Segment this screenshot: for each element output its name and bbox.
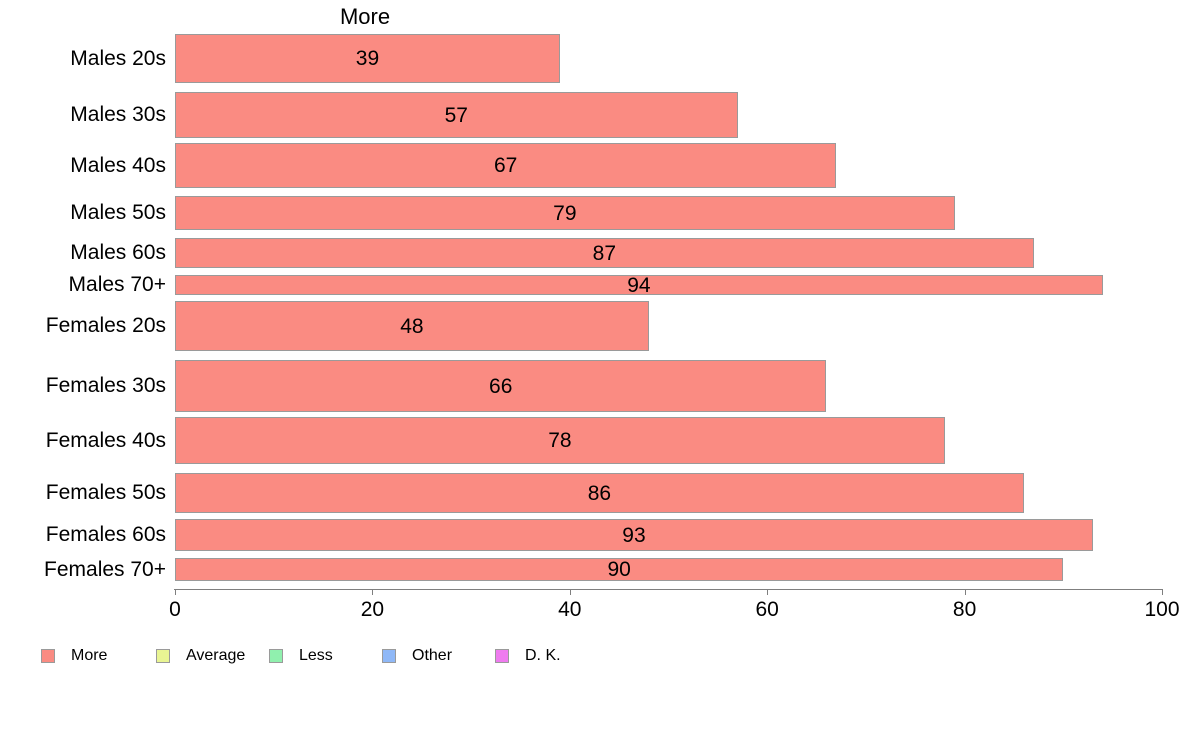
x-axis-tick-label: 80 xyxy=(952,598,977,621)
bar-value-label: 90 xyxy=(607,558,631,581)
bar: 67 xyxy=(175,143,837,188)
bar-value-label: 87 xyxy=(592,241,617,265)
x-axis-tick xyxy=(964,589,966,595)
category-label: Females 50s xyxy=(45,481,166,504)
bar: 78 xyxy=(175,417,945,464)
x-axis-tick-label: 20 xyxy=(360,598,385,621)
legend-swatch-icon xyxy=(382,649,396,663)
category-label: Females 20s xyxy=(45,314,166,337)
legend-swatch-icon xyxy=(269,649,283,663)
bar-value-label: 93 xyxy=(622,523,646,547)
x-axis-tick-label: 60 xyxy=(755,598,779,621)
bar-value-label: 67 xyxy=(493,154,518,177)
bar-value-label: 48 xyxy=(400,314,424,338)
legend-item: Less xyxy=(269,647,333,664)
legend-swatch-icon xyxy=(156,649,170,663)
bar-value-label: 86 xyxy=(587,481,612,505)
legend-label: Other xyxy=(412,647,453,664)
x-axis-tick xyxy=(569,589,571,595)
legend-swatch-icon xyxy=(495,649,509,663)
x-axis-tick xyxy=(767,589,769,595)
legend-item: Average xyxy=(156,647,246,664)
legend-item: D. K. xyxy=(495,647,561,664)
bar: 79 xyxy=(175,196,955,230)
bar: 39 xyxy=(175,34,560,83)
bar-value-label: 94 xyxy=(627,273,651,297)
bar: 90 xyxy=(175,558,1064,581)
category-label: Males 70+ xyxy=(68,273,166,296)
bar: 94 xyxy=(175,273,1103,297)
bar: 57 xyxy=(175,92,738,138)
category-label: Males 40s xyxy=(70,153,166,177)
category-label: Females 70+ xyxy=(44,557,166,581)
x-axis-tick xyxy=(1162,589,1163,595)
bar: 87 xyxy=(175,238,1034,268)
x-axis-line xyxy=(174,589,1163,590)
legend-label: More xyxy=(71,647,108,664)
category-label: Males 30s xyxy=(70,103,166,126)
bar: 86 xyxy=(175,473,1024,513)
x-axis-tick-label: 100 xyxy=(1144,598,1180,621)
x-axis-tick xyxy=(372,589,374,595)
x-axis-tick xyxy=(175,589,176,595)
category-label: Females 30s xyxy=(45,374,166,397)
x-axis-tick-label: 0 xyxy=(169,598,181,621)
category-label: Males 20s xyxy=(70,46,166,70)
bar-value-label: 78 xyxy=(548,429,572,452)
bar-value-label: 66 xyxy=(489,374,513,398)
category-label: Males 60s xyxy=(70,241,166,264)
bar-value-label: 79 xyxy=(553,201,577,225)
bar: 93 xyxy=(175,519,1093,551)
category-label: Females 60s xyxy=(45,523,166,546)
legend-label: D. K. xyxy=(525,647,561,664)
x-axis-tick-label: 40 xyxy=(558,598,582,621)
legend-label: Average xyxy=(186,647,246,664)
bar-value-label: 57 xyxy=(444,103,468,127)
chart-title: More xyxy=(339,4,391,29)
bar: 48 xyxy=(175,301,649,351)
legend-item: More xyxy=(41,647,108,664)
legend-swatch-icon xyxy=(41,649,55,663)
bar: 66 xyxy=(175,360,827,412)
legend-label: Less xyxy=(299,647,333,664)
legend-item: Other xyxy=(382,647,453,664)
category-label: Females 40s xyxy=(45,428,166,452)
category-label: Males 50s xyxy=(70,201,166,224)
bar-value-label: 39 xyxy=(355,47,380,70)
